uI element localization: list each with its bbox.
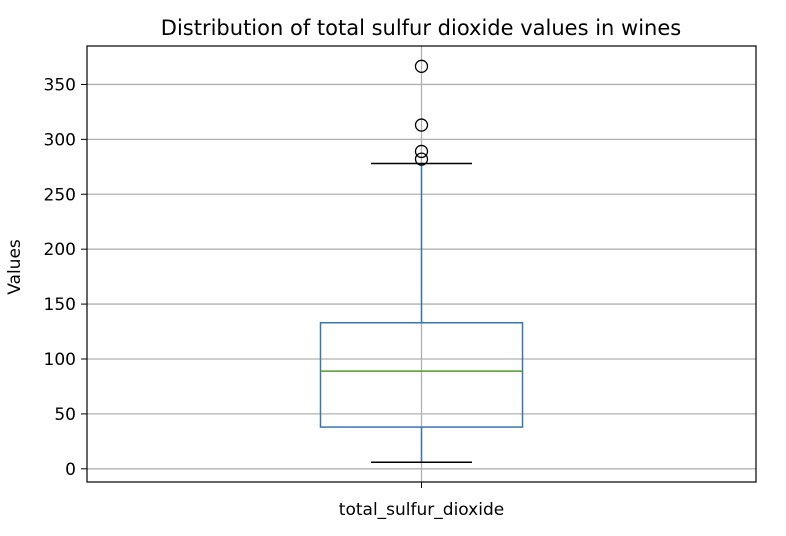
outlier-point	[414, 59, 429, 73]
y-tick-label: 150	[44, 295, 76, 315]
box-group	[319, 59, 524, 463]
y-tick-label: 300	[44, 130, 76, 150]
iqr-box	[319, 322, 524, 428]
y-tick-label: 0	[65, 460, 76, 480]
box-series	[319, 59, 524, 463]
y-tick-label: 50	[54, 405, 76, 425]
y-axis-label: Values	[5, 239, 25, 295]
y-tick-label: 350	[44, 75, 76, 95]
outlier-point	[414, 144, 429, 159]
plot-frame	[86, 45, 757, 483]
axes: 0 50 100 150 200 250 300 350 total_sulfur_dioxid…	[44, 45, 757, 520]
outlier-point	[414, 152, 429, 166]
y-tick-label: 200	[44, 240, 76, 260]
x-tick-label: total_sulfur_dioxide	[339, 500, 504, 520]
outlier-point	[414, 118, 429, 132]
y-tick-label: 250	[44, 185, 76, 205]
y-tick-label: 100	[44, 350, 76, 370]
chart-title: Distribution of total sulfur dioxide val…	[161, 16, 681, 40]
